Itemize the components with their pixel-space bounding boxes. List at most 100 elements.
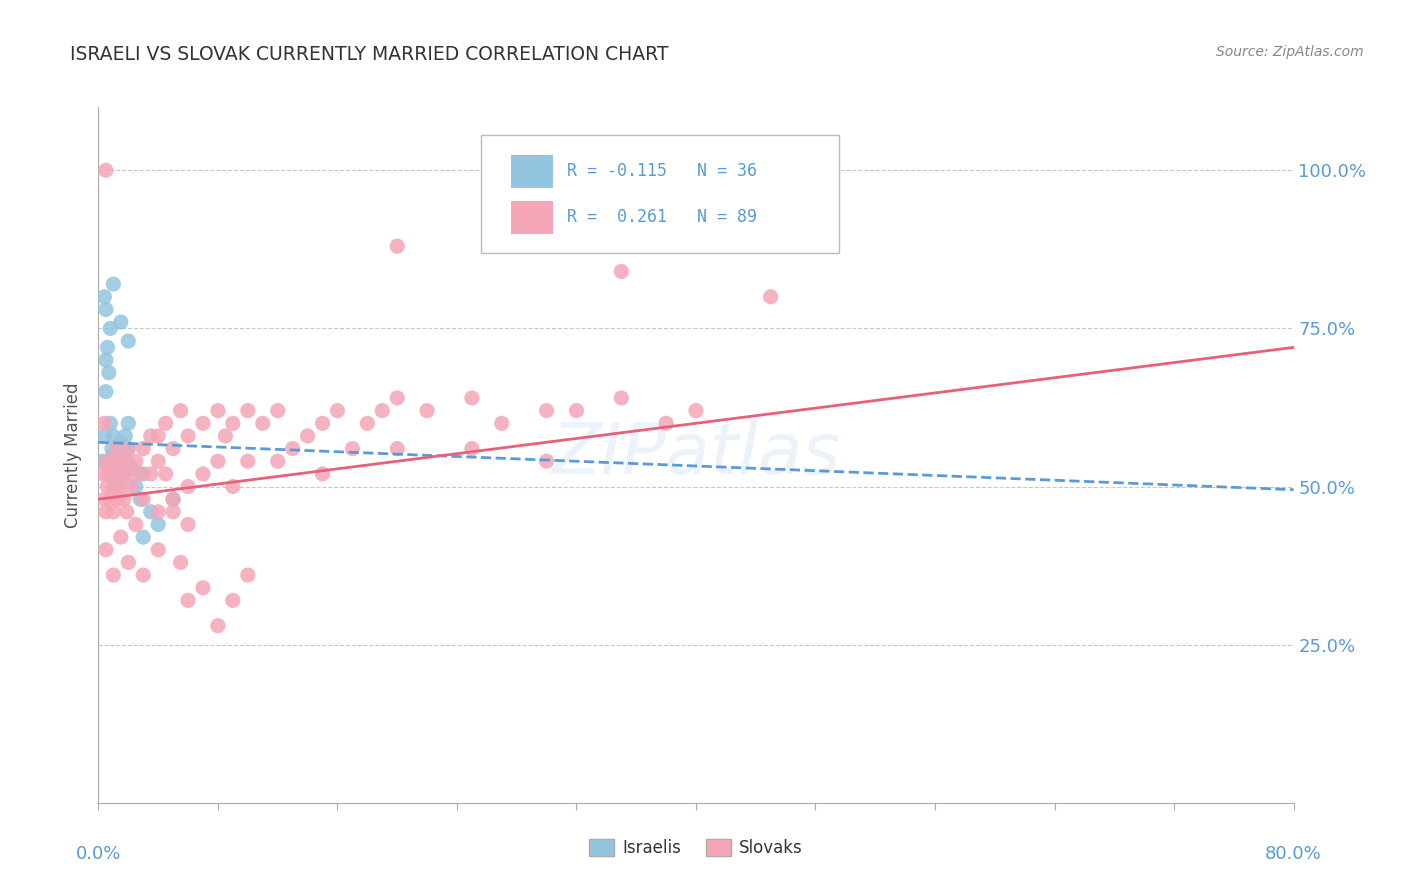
Point [111, 448, 134, 462]
Point [236, 568, 259, 582]
Point [103, 277, 125, 292]
Point [385, 442, 409, 456]
Point [162, 442, 184, 456]
Point [207, 454, 229, 468]
Point [132, 530, 155, 544]
Point [759, 290, 782, 304]
Point [112, 492, 135, 507]
Point [491, 417, 513, 431]
Point [191, 581, 214, 595]
Point [94, 542, 117, 557]
Point [177, 429, 200, 443]
Point [342, 442, 364, 456]
Point [565, 403, 588, 417]
Point [108, 442, 131, 456]
Point [110, 460, 132, 475]
Text: ZIPatlas: ZIPatlas [551, 420, 841, 490]
Point [117, 334, 139, 348]
Point [267, 403, 290, 417]
Point [214, 429, 236, 443]
Point [115, 454, 138, 468]
Point [177, 593, 200, 607]
Point [114, 429, 136, 443]
FancyBboxPatch shape [481, 135, 839, 253]
Text: R =  0.261   N = 89: R = 0.261 N = 89 [567, 209, 756, 227]
Point [98, 321, 122, 335]
Point [103, 429, 125, 443]
Point [461, 391, 484, 405]
Point [311, 417, 333, 431]
Point [91, 454, 114, 468]
Point [177, 479, 200, 493]
Point [103, 479, 125, 493]
Point [115, 505, 138, 519]
Point [169, 556, 191, 570]
Text: ISRAELI VS SLOVAK CURRENTLY MARRIED CORRELATION CHART: ISRAELI VS SLOVAK CURRENTLY MARRIED CORR… [70, 45, 669, 63]
Point [191, 467, 214, 481]
Point [104, 467, 127, 481]
Text: Source: ZipAtlas.com: Source: ZipAtlas.com [1216, 45, 1364, 59]
Point [112, 467, 135, 481]
Point [191, 417, 214, 431]
Point [222, 593, 245, 607]
Point [120, 460, 142, 475]
Point [107, 492, 129, 507]
Point [114, 454, 136, 468]
Point [162, 505, 184, 519]
Point [129, 492, 152, 507]
Point [385, 239, 409, 253]
Point [297, 429, 319, 443]
Point [117, 417, 139, 431]
Point [103, 448, 125, 462]
Point [98, 417, 122, 431]
Point [96, 479, 118, 493]
Point [110, 479, 132, 493]
Point [117, 467, 139, 481]
Point [139, 467, 162, 481]
Point [252, 417, 274, 431]
Point [117, 556, 139, 570]
Point [610, 264, 633, 278]
Point [93, 429, 115, 443]
Point [132, 442, 155, 456]
Point [101, 442, 124, 456]
Point [91, 467, 114, 481]
Point [356, 417, 378, 431]
Point [281, 442, 304, 456]
Point [655, 417, 678, 431]
Point [536, 454, 558, 468]
Point [148, 505, 170, 519]
Point [93, 492, 115, 507]
Point [107, 479, 129, 493]
Point [93, 290, 115, 304]
Point [610, 391, 633, 405]
Point [267, 454, 290, 468]
Y-axis label: Currently Married: Currently Married [65, 382, 83, 528]
Point [155, 467, 177, 481]
Point [148, 429, 170, 443]
Point [311, 467, 333, 481]
Point [105, 454, 128, 468]
Point [685, 403, 707, 417]
Point [94, 454, 117, 468]
Point [97, 467, 120, 481]
Point [132, 568, 155, 582]
Point [207, 618, 229, 632]
Point [103, 568, 125, 582]
Point [169, 403, 191, 417]
Point [110, 315, 132, 329]
Point [117, 442, 139, 456]
Point [222, 479, 245, 493]
Text: 0.0%: 0.0% [76, 845, 121, 863]
Point [125, 517, 148, 532]
Point [98, 492, 122, 507]
Point [139, 429, 162, 443]
Point [110, 530, 132, 544]
Point [177, 517, 200, 532]
Text: R = -0.115   N = 36: R = -0.115 N = 36 [567, 162, 756, 180]
Point [461, 442, 484, 456]
Point [103, 505, 125, 519]
Point [132, 467, 155, 481]
Point [94, 505, 117, 519]
Point [110, 435, 132, 450]
